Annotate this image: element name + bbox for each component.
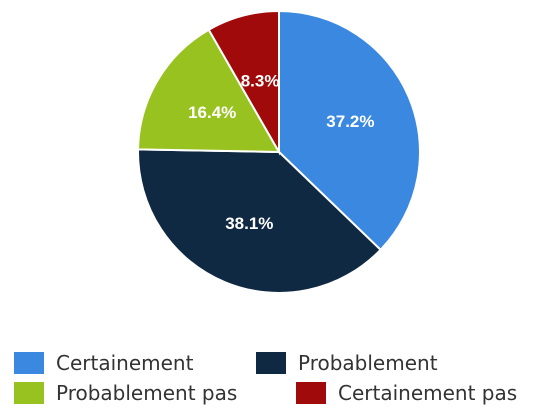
legend-swatch-probablement-pas [14,382,44,404]
pie-chart: 37.2% 38.1% 16.4% 8.3% [137,9,421,294]
legend-label-probablement: Probablement [298,351,438,375]
legend-item-probablement-pas[interactable]: Probablement pas [14,380,237,406]
legend-swatch-certainement [14,352,44,374]
pie-slices [137,9,421,294]
legend-label-certainement: Certainement [56,351,194,375]
data-label-probablement: 38.1% [225,214,273,233]
data-label-probablement-pas: 16.4% [188,103,236,122]
pie-slice-certainement[interactable] [278,9,421,252]
legend-swatch-probablement [256,352,286,374]
legend-item-certainement-pas[interactable]: Certainement pas [296,380,517,406]
pie-slice-certainement-pas[interactable] [207,9,280,156]
legend-item-certainement[interactable]: Certainement [14,350,193,376]
legend-swatch-certainement-pas [296,382,326,404]
legend-item-probablement[interactable]: Probablement [256,350,438,376]
pie-slice-probablement-pas[interactable] [137,28,281,154]
data-label-certainement-pas: 8.3% [241,72,280,91]
legend-label-certainement-pas: Certainement pas [338,381,518,405]
data-label-certainement: 37.2% [326,112,374,131]
pie-data-labels: 37.2% 38.1% 16.4% 8.3% [188,72,374,233]
legend-label-probablement-pas: Probablement pas [56,381,238,405]
legend: Certainement Probablement Probablement p… [14,350,550,410]
pie-slice-probablement[interactable] [137,148,382,294]
